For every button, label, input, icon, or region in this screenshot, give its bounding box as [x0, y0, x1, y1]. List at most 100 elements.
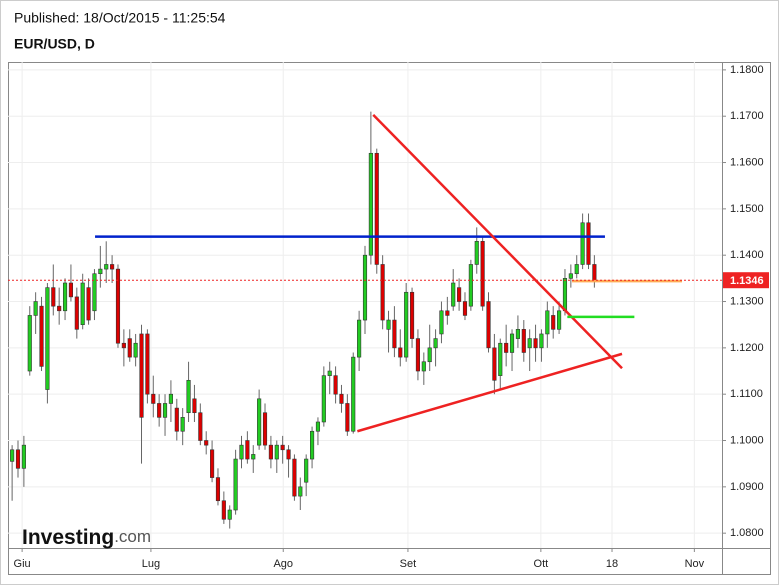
- candle-body: [539, 333, 544, 349]
- y-tick-label: 1.1600: [730, 156, 764, 168]
- y-tick-label: 1.0900: [730, 481, 764, 493]
- candle-body: [86, 287, 91, 321]
- candle-body: [51, 287, 56, 307]
- y-tick-label: 1.1400: [730, 249, 764, 261]
- candle-body: [527, 338, 532, 349]
- candle-body: [257, 398, 262, 446]
- candle-body: [321, 375, 326, 423]
- candle-body: [139, 333, 144, 418]
- candle-body: [45, 287, 50, 390]
- candle-body: [239, 444, 244, 460]
- candle-body: [568, 273, 573, 279]
- candle-body: [315, 421, 321, 432]
- candle-body: [580, 222, 585, 265]
- candle-body: [221, 500, 226, 520]
- x-tick-label: Giu: [14, 558, 31, 570]
- candle-body: [74, 296, 79, 330]
- y-tick-label: 1.1000: [730, 434, 764, 446]
- candle-body: [462, 301, 468, 316]
- y-tick-label: 1.1100: [730, 388, 763, 400]
- candle-body: [398, 347, 403, 358]
- last-price-label: 1.1346: [730, 275, 764, 287]
- candle-body: [227, 509, 232, 520]
- candle-body: [198, 412, 203, 441]
- candle-body: [451, 282, 456, 307]
- candle-body: [92, 273, 97, 312]
- logo: Investing.com: [22, 526, 151, 549]
- published: Published: 18/Oct/2015 - 11:25:54: [14, 10, 226, 26]
- candle-body: [215, 477, 221, 502]
- candle-body: [15, 449, 21, 469]
- candle-body: [427, 347, 432, 363]
- candle-body: [262, 412, 268, 446]
- candle-body: [386, 319, 391, 330]
- candle-body: [515, 329, 520, 339]
- candle-body: [121, 342, 126, 349]
- candle-body: [557, 310, 562, 330]
- candle-body: [145, 333, 150, 395]
- candle-body: [327, 370, 332, 376]
- plot: 1.0800 1.0900 1.1000 1.1100 1.1200 1.1300 1.14…: [8, 62, 764, 570]
- candle-body: [368, 152, 373, 256]
- candle-body: [233, 458, 238, 511]
- candle-body: [468, 264, 473, 307]
- candle-body: [62, 282, 68, 312]
- candle-body: [286, 449, 291, 460]
- candle-body: [21, 444, 26, 469]
- candle-body: [445, 310, 450, 316]
- candle-body: [392, 319, 397, 349]
- y-tick-label: 1.0800: [730, 527, 764, 539]
- candle-body: [551, 315, 556, 330]
- candle-body: [521, 329, 526, 353]
- y-tick-label: 1.1200: [730, 342, 764, 354]
- y-tick-label: 1.1300: [730, 295, 764, 307]
- y-tick-label: 1.1700: [730, 110, 764, 122]
- x-tick-label: Lug: [142, 558, 160, 570]
- candle-body: [498, 342, 503, 376]
- candle-body: [10, 449, 15, 462]
- candle-body: [162, 403, 168, 418]
- x-tick-label: Ago: [273, 558, 293, 570]
- trend-line: [357, 352, 623, 433]
- last-price-box: [723, 272, 769, 289]
- candle-body: [351, 356, 356, 432]
- candle-body: [180, 417, 185, 432]
- candle-body: [115, 268, 121, 344]
- candle-body: [457, 287, 462, 302]
- candle-body: [292, 458, 297, 497]
- candle-body: [33, 301, 38, 316]
- candle-body: [333, 375, 338, 395]
- candle-body: [345, 403, 350, 432]
- candle-body: [127, 338, 132, 358]
- candle-body: [380, 264, 385, 321]
- x-tick-label: Set: [400, 558, 417, 570]
- candle-body: [362, 254, 368, 321]
- candle-body: [298, 486, 303, 497]
- candle-body: [415, 338, 420, 372]
- candle-body: [310, 430, 315, 460]
- candle-body: [168, 393, 173, 404]
- trend-line: [372, 113, 623, 370]
- candle-body: [404, 291, 409, 358]
- candle-body: [104, 264, 109, 270]
- logo-brand: Investing: [22, 526, 114, 549]
- candle-body: [80, 282, 85, 325]
- candle-body: [486, 301, 491, 349]
- candle-body: [274, 444, 279, 460]
- candle-body: [509, 333, 515, 353]
- candle-body: [545, 310, 550, 335]
- candle-body: [421, 361, 426, 372]
- candle-body: [474, 240, 479, 265]
- y-tick-label: 1.1800: [730, 64, 764, 76]
- candle-body: [110, 264, 115, 270]
- candle-body: [586, 222, 591, 265]
- candle-body: [304, 458, 309, 483]
- logo-suffix: .com: [114, 527, 151, 546]
- candle-body: [409, 291, 415, 339]
- x-tick-label: Nov: [685, 558, 705, 570]
- candle-body: [268, 444, 273, 460]
- x-tick-label: Ott: [534, 558, 549, 570]
- candle-body: [204, 440, 209, 446]
- candle-body: [133, 342, 138, 358]
